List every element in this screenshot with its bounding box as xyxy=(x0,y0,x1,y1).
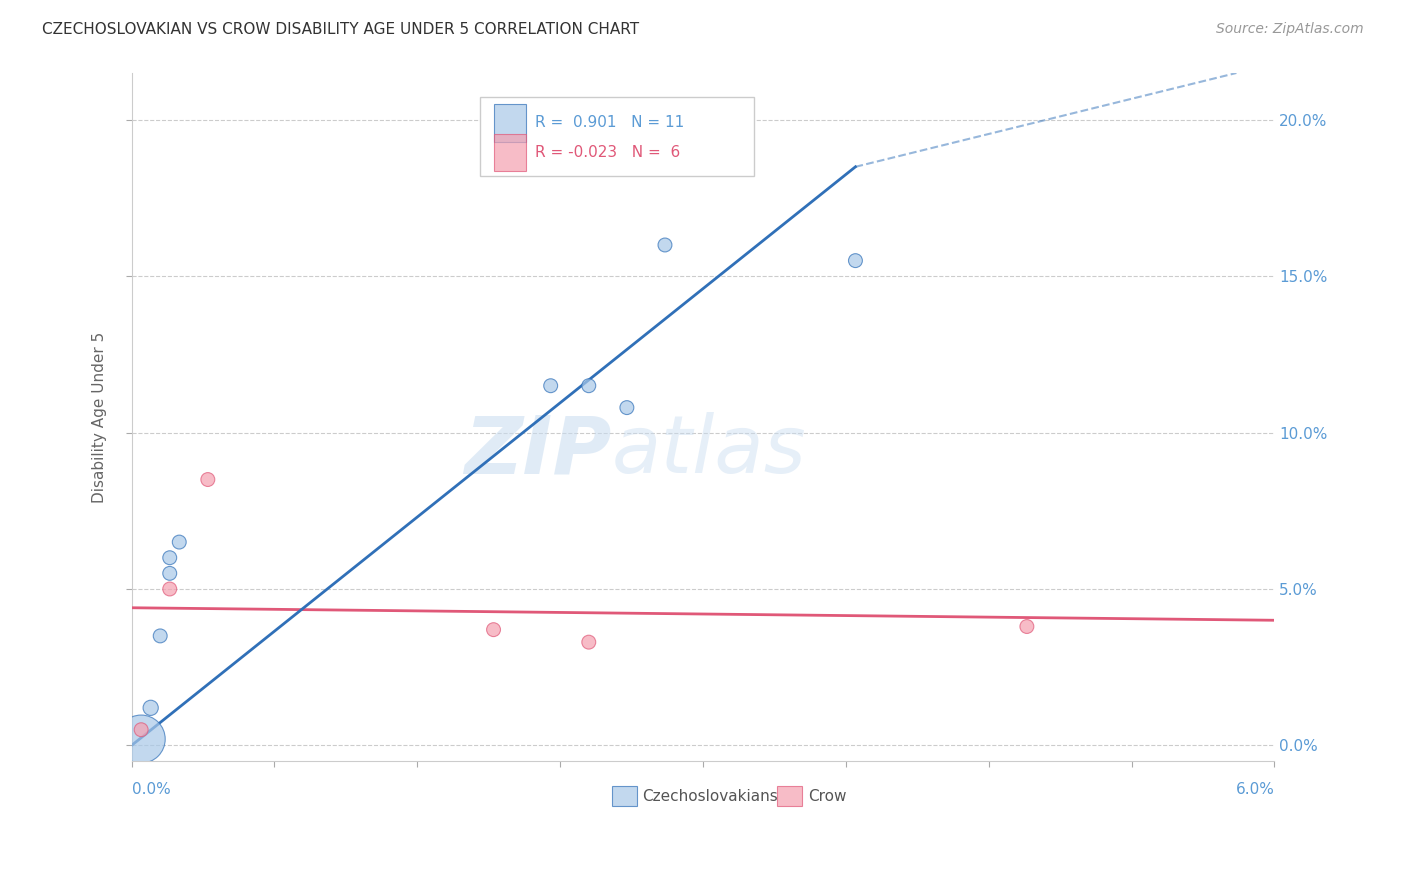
Bar xyxy=(494,104,526,142)
Point xyxy=(197,473,219,487)
Y-axis label: Disability Age Under 5: Disability Age Under 5 xyxy=(93,331,107,502)
Text: Crow: Crow xyxy=(808,789,846,804)
Point xyxy=(616,401,638,415)
Point xyxy=(149,629,172,643)
Text: ZIP: ZIP xyxy=(464,412,612,491)
Point xyxy=(654,238,676,252)
Point xyxy=(129,723,152,737)
Point xyxy=(159,550,181,565)
Text: R =  0.901   N = 11: R = 0.901 N = 11 xyxy=(536,115,685,130)
Text: Czechoslovakians: Czechoslovakians xyxy=(643,789,779,804)
Point xyxy=(540,378,562,392)
Text: R = -0.023   N =  6: R = -0.023 N = 6 xyxy=(536,145,681,161)
Text: 0.0%: 0.0% xyxy=(132,781,170,797)
Bar xyxy=(494,134,526,171)
Text: atlas: atlas xyxy=(612,412,807,491)
Text: Source: ZipAtlas.com: Source: ZipAtlas.com xyxy=(1216,22,1364,37)
Point xyxy=(139,701,162,715)
Point xyxy=(578,635,600,649)
Bar xyxy=(612,787,637,805)
FancyBboxPatch shape xyxy=(481,97,755,177)
Point xyxy=(159,566,181,581)
Point xyxy=(844,253,866,268)
Point xyxy=(167,535,190,549)
Text: 6.0%: 6.0% xyxy=(1236,781,1274,797)
Text: CZECHOSLOVAKIAN VS CROW DISABILITY AGE UNDER 5 CORRELATION CHART: CZECHOSLOVAKIAN VS CROW DISABILITY AGE U… xyxy=(42,22,640,37)
Point xyxy=(159,582,181,596)
Point xyxy=(129,732,152,747)
Point xyxy=(578,378,600,392)
Point xyxy=(482,623,505,637)
Bar xyxy=(778,787,803,805)
Point xyxy=(1015,619,1038,633)
